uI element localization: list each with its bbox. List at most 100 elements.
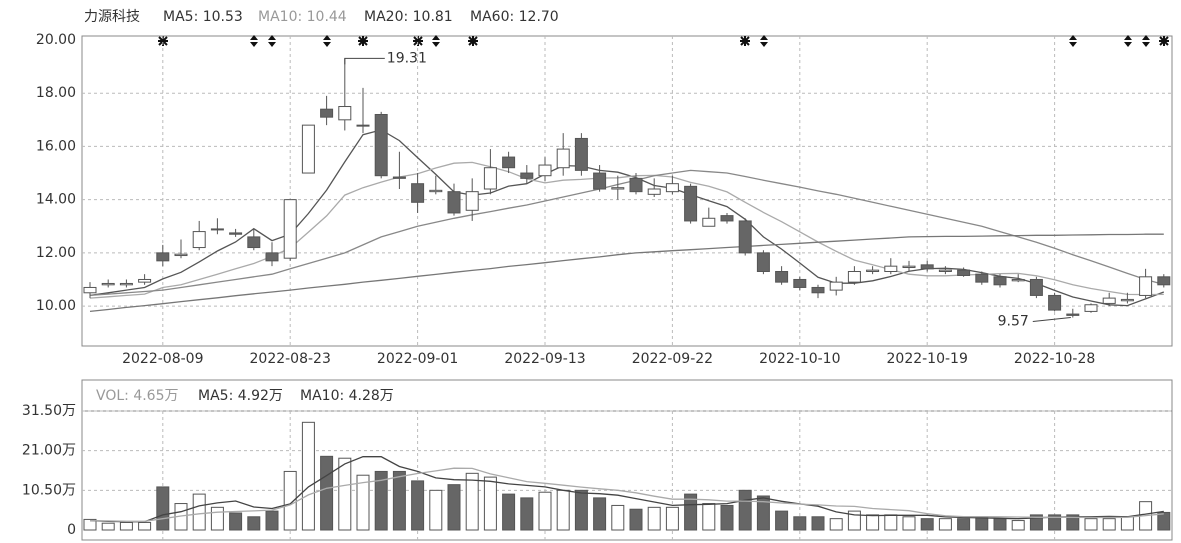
volume-bar xyxy=(884,514,898,531)
volume-bar xyxy=(957,518,971,531)
candle-body xyxy=(1048,294,1062,311)
candle-body xyxy=(684,185,698,222)
arrow-marker xyxy=(1142,35,1150,47)
x-tick-label: 2022-08-23 xyxy=(250,351,331,367)
y-tick-label: 16.00 xyxy=(36,138,76,154)
volume-bar xyxy=(156,486,170,531)
arrow-marker xyxy=(323,35,331,47)
volume-bar xyxy=(574,489,588,531)
arrow-marker xyxy=(1069,35,1077,47)
legend-entry: MA10: 10.44 xyxy=(258,9,347,25)
volume-bar xyxy=(538,491,552,531)
volume-bar xyxy=(829,518,843,531)
volume-bar xyxy=(811,516,825,531)
candle-body xyxy=(702,217,716,227)
volume-bar xyxy=(611,504,625,531)
candle-body xyxy=(483,167,497,190)
volume-bar xyxy=(1011,520,1025,531)
volume-bar xyxy=(119,521,133,531)
volume-bar xyxy=(447,484,461,531)
volume-bar xyxy=(1157,511,1171,531)
legend-entry: MA60: 12.70 xyxy=(470,9,559,25)
x-tick-label: 2022-09-13 xyxy=(504,351,585,367)
volume-bar xyxy=(593,497,607,531)
star xyxy=(358,36,368,46)
volume-bar xyxy=(665,506,679,531)
volume-bar xyxy=(1102,518,1116,531)
x-tick-label: 2022-10-10 xyxy=(759,351,840,367)
arrow-marker xyxy=(1124,35,1132,47)
candle-body xyxy=(83,286,97,294)
candle-body xyxy=(538,164,552,177)
candle-body xyxy=(629,177,643,193)
volume-bar xyxy=(993,518,1007,531)
ma-line xyxy=(89,456,1164,523)
candle-body xyxy=(247,236,261,249)
volume-bar xyxy=(502,493,516,531)
volume-bar xyxy=(902,516,916,531)
candle-body xyxy=(356,124,370,127)
volume-bar xyxy=(1120,516,1134,531)
candle-body xyxy=(374,113,388,177)
price-panel xyxy=(81,35,1173,347)
volume-bar xyxy=(392,470,406,531)
volume-bar xyxy=(975,516,989,531)
candle-body xyxy=(174,253,188,257)
candle-body xyxy=(411,183,425,203)
candle-body xyxy=(1120,298,1134,302)
arrow-marker xyxy=(268,35,276,47)
ma-line xyxy=(89,467,1164,522)
candle-body xyxy=(301,124,315,174)
candle-body xyxy=(283,199,297,259)
volume-bar xyxy=(338,457,352,531)
star xyxy=(1159,36,1169,46)
candle-body xyxy=(1157,276,1171,286)
volume-bar xyxy=(283,470,297,531)
volume-bar xyxy=(702,503,716,531)
candle-body xyxy=(829,281,843,291)
x-tick-label: 2022-09-22 xyxy=(632,351,713,367)
candle-body xyxy=(1084,304,1098,312)
candle-body xyxy=(920,264,934,270)
candle-body xyxy=(793,278,807,288)
annotation: 19.31 xyxy=(387,50,427,66)
volume-bar xyxy=(101,522,115,531)
volume-bar xyxy=(356,474,370,531)
candle-body xyxy=(665,183,679,193)
arrow-marker xyxy=(760,35,768,47)
annotation-arrow xyxy=(1032,317,1071,323)
chart-title: 力源科技 xyxy=(84,9,140,25)
volume-bar xyxy=(192,493,206,531)
candle-body xyxy=(993,276,1007,286)
arrow-marker xyxy=(432,35,440,47)
volume-bar xyxy=(1048,514,1062,531)
candle-body xyxy=(720,215,734,222)
candle-body xyxy=(192,231,206,249)
candle-body xyxy=(1011,278,1025,282)
volume-bar xyxy=(247,516,261,531)
volume-bar xyxy=(83,518,97,531)
y-tick-label: 21.00万 xyxy=(22,443,76,459)
y-tick-label: 0 xyxy=(67,522,76,538)
volume-bar xyxy=(775,510,789,531)
y-tick-label: 31.50万 xyxy=(22,403,76,419)
candle-body xyxy=(229,232,243,235)
volume-legend: VOL: 4.65万 xyxy=(96,388,179,404)
annotation-arrow xyxy=(344,57,385,65)
candle-body xyxy=(756,252,770,272)
volume-bar xyxy=(411,480,425,531)
volume-bar xyxy=(647,506,661,531)
x-tick-label: 2022-10-19 xyxy=(887,351,968,367)
star xyxy=(158,36,168,46)
candle-body xyxy=(447,191,461,214)
star xyxy=(413,36,423,46)
y-tick-label: 14.00 xyxy=(36,192,76,208)
legend-entry: MA5: 10.53 xyxy=(163,9,243,25)
candle-body xyxy=(119,282,133,286)
volume-bar xyxy=(866,514,880,531)
candle-body xyxy=(847,270,861,283)
volume-bar xyxy=(138,521,152,531)
y-tick-label: 12.00 xyxy=(36,245,76,261)
